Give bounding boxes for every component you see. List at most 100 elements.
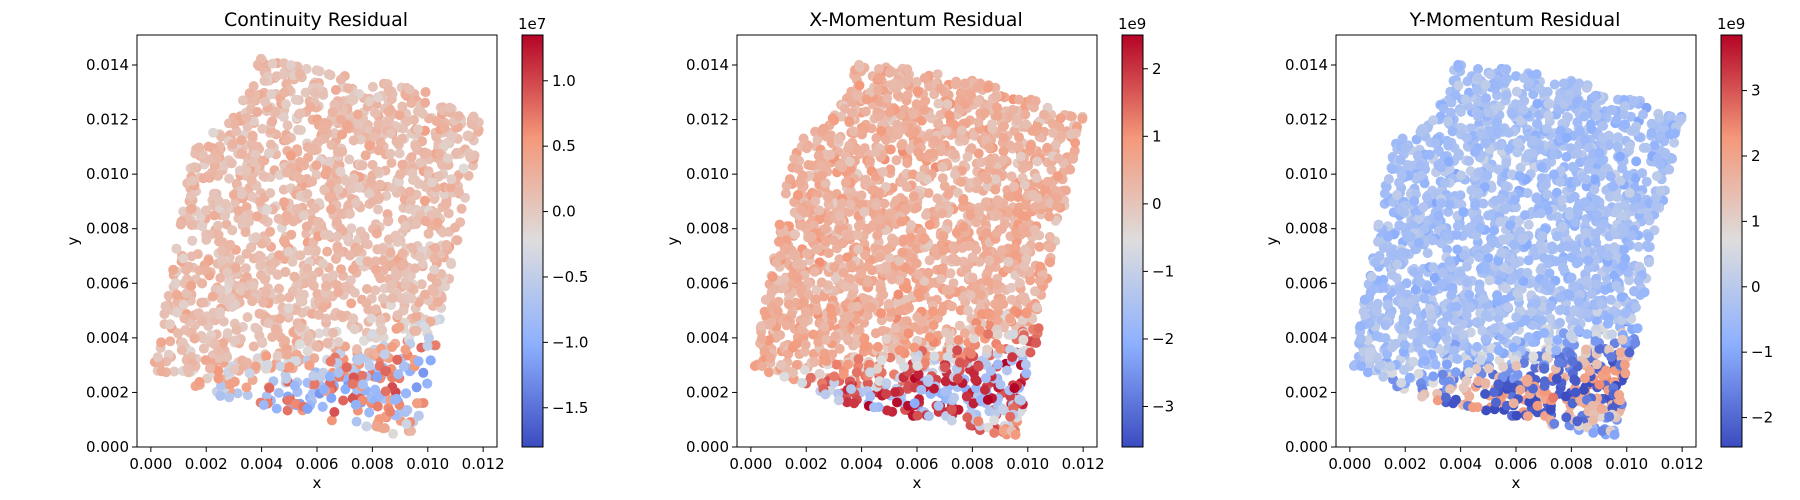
scatter-point xyxy=(881,263,892,274)
scatter-point xyxy=(940,327,951,338)
scatter-point xyxy=(811,294,822,305)
scatter-point xyxy=(187,235,198,246)
scatter-point xyxy=(970,374,981,385)
scatter-point xyxy=(853,244,864,255)
colorbar-tick-label: −0.5 xyxy=(552,268,588,286)
scatter-point xyxy=(354,182,365,193)
scatter-point xyxy=(874,187,885,198)
scatter-point xyxy=(822,192,833,203)
y-axis-label: y xyxy=(64,236,82,245)
scatter-point xyxy=(865,156,876,166)
scatter-point xyxy=(241,112,252,123)
scatter-point xyxy=(169,366,180,377)
scatter-point xyxy=(264,148,274,159)
scatter-point xyxy=(856,190,867,201)
scatter-point xyxy=(871,147,881,158)
scatter-point xyxy=(361,421,372,432)
scatter-point xyxy=(772,306,783,317)
scatter-point xyxy=(959,78,970,89)
scatter-point xyxy=(152,352,163,363)
scatter-point xyxy=(348,173,359,184)
scatter-point xyxy=(187,175,198,186)
scatter-point xyxy=(430,243,441,254)
scatter-point xyxy=(344,154,355,165)
scatter-point xyxy=(875,284,886,295)
scatter-point xyxy=(400,344,411,355)
scatter-point xyxy=(1053,153,1064,164)
scatter-point xyxy=(1002,365,1012,376)
scatter-point xyxy=(441,240,452,250)
scatter-point xyxy=(765,317,776,328)
scatter-point xyxy=(351,344,362,355)
scatter-points xyxy=(149,53,484,439)
scatter-point xyxy=(346,298,357,309)
scatter-point xyxy=(995,343,1006,354)
scatter-point xyxy=(1056,130,1067,141)
scatter-point xyxy=(829,262,840,273)
scatter-point xyxy=(896,216,907,227)
scatter-point xyxy=(962,151,973,162)
scatter-point xyxy=(1033,323,1044,334)
scatter-point xyxy=(397,133,408,144)
chart-title: Y-Momentum Residual xyxy=(1409,9,1621,31)
scatter-point xyxy=(216,294,227,305)
scatter-point xyxy=(820,389,831,400)
scatter-point xyxy=(830,331,841,342)
scatter-point xyxy=(852,229,863,240)
scatter-point xyxy=(325,371,335,382)
scatter-point xyxy=(317,401,328,412)
scatter-point xyxy=(958,221,969,232)
scatter-point xyxy=(1020,200,1031,211)
scatter-point xyxy=(323,69,334,80)
scatter-point xyxy=(423,228,434,239)
panel-continuity: Continuity Residual 0.000 0.002 0.004 0.006… xyxy=(64,9,588,492)
scatter-point xyxy=(865,391,876,402)
scatter-point xyxy=(318,258,328,269)
scatter-point xyxy=(410,141,421,152)
scatter-point xyxy=(843,359,853,370)
x-axis: 0.000 0.002 0.004 0.006 0.008 0.010 0.012 xyxy=(729,447,1105,473)
scatter-point xyxy=(1031,173,1042,184)
scatter-point xyxy=(310,245,321,256)
scatter-point xyxy=(923,267,934,278)
scatter-point xyxy=(332,243,343,254)
scatter-point xyxy=(453,186,464,197)
scatter-point xyxy=(224,173,235,184)
scatter-point xyxy=(803,160,814,170)
scatter-point xyxy=(859,293,870,304)
scatter-point xyxy=(941,284,952,295)
scatter-point xyxy=(307,176,318,187)
scatter-point xyxy=(432,297,443,307)
scatter-point xyxy=(282,405,293,416)
scatter-point xyxy=(383,106,394,117)
scatter-point xyxy=(933,98,944,109)
scatter-point xyxy=(279,235,290,246)
scatter-point xyxy=(348,264,358,275)
scatter-point xyxy=(957,243,968,253)
scatter-point xyxy=(257,338,268,349)
scatter-point xyxy=(375,137,386,148)
colorbar-tick-label: −1 xyxy=(1152,262,1174,280)
y-tick-label: 0.010 xyxy=(686,165,729,183)
x-axis-label: x xyxy=(913,474,922,492)
scatter-point xyxy=(182,363,193,374)
scatter-point xyxy=(1005,313,1015,324)
scatter-point xyxy=(267,58,278,69)
scatter-point xyxy=(974,256,985,267)
scatter-point xyxy=(290,94,301,105)
scatter-point xyxy=(378,255,389,266)
scatter-point xyxy=(392,354,403,365)
scatter-point xyxy=(913,269,924,280)
scatter-point xyxy=(244,368,255,379)
scatter-point xyxy=(810,196,821,207)
scatter-point xyxy=(443,208,454,219)
scatter-point xyxy=(265,226,276,237)
scatter-point xyxy=(1010,429,1021,440)
scatter-point xyxy=(201,234,212,245)
scatter-point xyxy=(998,146,1009,157)
scatter-point xyxy=(168,264,179,275)
scatter-point xyxy=(946,415,957,426)
scatter-point xyxy=(198,343,209,354)
scatter-point xyxy=(805,372,816,383)
